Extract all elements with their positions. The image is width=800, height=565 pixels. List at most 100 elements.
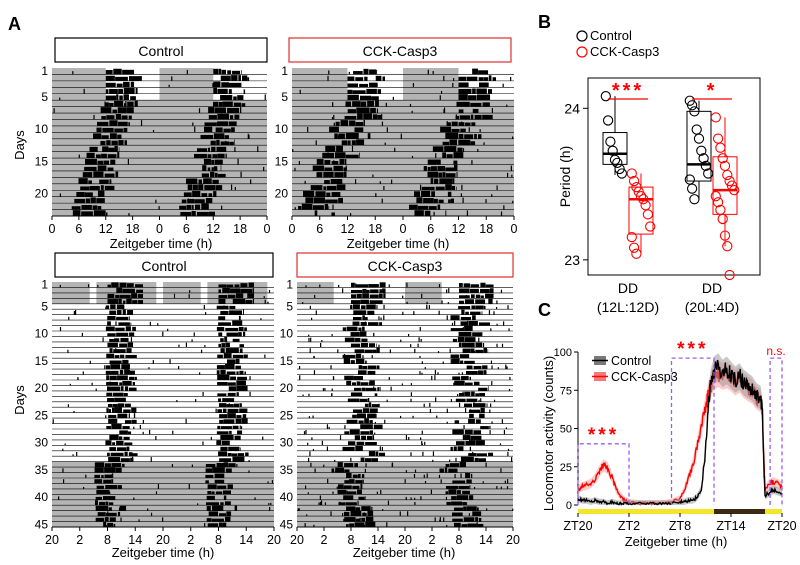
data-point: [696, 145, 707, 156]
activity-bar: [455, 115, 460, 120]
activity-bar: [186, 178, 198, 184]
activity-bar: [323, 186, 327, 191]
activity-bar: [434, 369, 437, 375]
activity-bar: [218, 284, 227, 288]
legend-label: CCK-Casp3: [611, 370, 678, 384]
activity-bar: [338, 502, 346, 506]
activity-bar: [172, 430, 174, 435]
activity-bar: [155, 491, 158, 495]
activity-bar: [110, 364, 121, 370]
activity-bar: [457, 147, 463, 152]
activity-bar: [500, 468, 502, 473]
activity-bar: [226, 404, 234, 408]
activity-bar: [367, 370, 376, 375]
activity-bar: [331, 192, 341, 197]
activity-bar: [247, 293, 255, 299]
activity-bar: [101, 116, 106, 120]
activity-bar: [350, 510, 362, 517]
activity-bar: [313, 355, 315, 359]
activity-bar: [344, 375, 354, 380]
activity-bar: [451, 358, 460, 364]
activity-bar: [115, 348, 117, 353]
activity-bar: [466, 398, 478, 402]
activity-bar: [104, 517, 109, 522]
activity-bar: [216, 305, 229, 310]
activity-bar: [216, 440, 222, 446]
x-tick-label: 20: [398, 533, 412, 547]
activity-bar: [490, 360, 493, 364]
activity-bar: [357, 113, 363, 120]
activity-bar: [219, 522, 221, 527]
bottom-left-xlabel: Zeitgeber time (h): [112, 545, 215, 560]
activity-bar: [409, 103, 412, 107]
activity-bar: [116, 94, 119, 101]
activity-bar: [128, 213, 130, 216]
activity-bar: [464, 391, 471, 397]
activity-bar: [150, 512, 153, 517]
activity-bar: [111, 479, 114, 484]
activity-bar: [481, 332, 483, 337]
x-tick-label: 18: [233, 222, 247, 236]
activity-bar: [330, 178, 343, 184]
activity-bar: [191, 464, 193, 468]
activity-bar: [231, 75, 238, 81]
activity-bar: [122, 463, 125, 468]
activity-bar: [381, 121, 384, 126]
x-tick-label: 0: [511, 222, 518, 236]
activity-bar: [446, 421, 448, 424]
activity-bar: [362, 293, 369, 299]
light-phase-bar: [765, 509, 782, 514]
day-tick-label: 15: [280, 354, 294, 368]
activity-bar: [205, 502, 220, 506]
activity-bar: [236, 371, 239, 375]
activity-bar: [122, 288, 135, 293]
activity-bar: [410, 398, 412, 402]
x-tick-label: 14: [239, 533, 253, 547]
activity-bar: [108, 418, 118, 424]
activity-bar: [344, 159, 347, 165]
activity-bar: [128, 369, 130, 375]
activity-bar: [105, 475, 107, 478]
activity-bar: [114, 100, 124, 107]
activity-bar: [421, 443, 424, 446]
activity-bar: [460, 360, 464, 364]
activity-bar: [353, 71, 363, 75]
activity-bar: [131, 407, 137, 413]
activity-bar: [369, 300, 371, 304]
activity-bar: [449, 135, 452, 139]
activity-bar: [334, 459, 336, 462]
x-tick-label: 6: [427, 222, 434, 236]
activity-bar: [446, 501, 451, 506]
activity-bar: [456, 495, 469, 500]
activity-bar: [436, 415, 438, 419]
activity-bar: [97, 190, 105, 197]
activity-bar: [363, 119, 365, 126]
activity-bar: [477, 148, 479, 152]
day-tick-label: 30: [280, 436, 294, 450]
activity-bar: [123, 409, 131, 413]
activity-bar: [385, 102, 387, 107]
activity-bar: [351, 361, 353, 364]
activity-bar: [212, 154, 218, 159]
activity-bar: [378, 403, 380, 408]
activity-bar: [312, 415, 314, 419]
activity-bar: [354, 127, 364, 133]
activity-bar: [508, 388, 511, 391]
activity-bar: [221, 69, 227, 75]
activity-bar: [85, 474, 87, 478]
activity-bar: [445, 210, 447, 216]
activity-bar: [104, 101, 106, 107]
activity-bar: [116, 317, 118, 321]
y-tick-label: 0: [566, 500, 572, 512]
activity-bar: [225, 348, 239, 353]
activity-bar: [360, 322, 367, 326]
activity-bar: [355, 358, 365, 364]
data-point: [689, 194, 700, 205]
activity-bar: [485, 199, 487, 204]
activity-bar: [345, 502, 357, 506]
activity-bar: [110, 452, 124, 457]
x-tick-label: 0: [400, 222, 407, 236]
activity-bar: [236, 464, 238, 468]
activity-bar: [78, 154, 80, 159]
activity-bar: [418, 337, 420, 342]
